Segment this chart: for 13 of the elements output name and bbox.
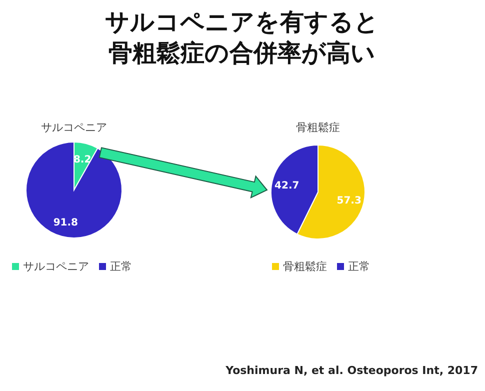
text: Yoshimura N, et al. Osteoporos Int, 2017 <box>224 364 478 377</box>
chart-title: 骨粗鬆症 <box>296 121 340 134</box>
text: 骨粗鬆症の合併率が高い <box>108 39 376 67</box>
chart-title: サルコペニア <box>41 121 107 134</box>
data-label: 57.3 <box>336 195 362 206</box>
data-label: 91.8 <box>53 218 78 229</box>
legend-label: 正常 <box>348 260 370 273</box>
legend-label: サルコペニア <box>23 260 89 273</box>
text: サルコペニアを有すると <box>105 8 379 36</box>
data-label: 8.2 <box>73 154 92 166</box>
data-label: 42.7 <box>274 180 300 192</box>
legend-label: 正常 <box>110 260 132 273</box>
legend-label: 骨粗鬆症 <box>283 260 327 273</box>
